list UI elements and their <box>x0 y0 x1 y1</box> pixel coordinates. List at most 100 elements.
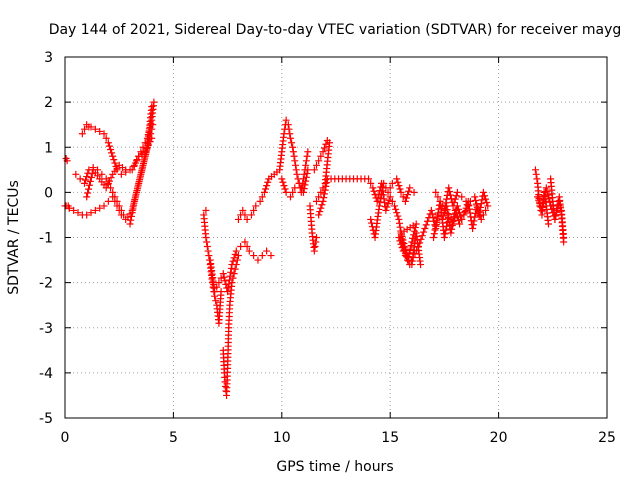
data-point <box>217 288 225 296</box>
data-point <box>433 215 441 223</box>
data-point <box>203 238 211 246</box>
data-point <box>292 161 300 169</box>
data-point <box>137 170 145 178</box>
data-point <box>138 167 146 175</box>
data-point <box>136 174 144 182</box>
data-point <box>447 229 455 237</box>
data-point <box>315 211 323 219</box>
data-point <box>396 223 404 231</box>
data-point <box>411 250 419 258</box>
data-point <box>96 127 104 135</box>
data-point <box>481 192 489 200</box>
data-point <box>317 204 325 212</box>
data-point <box>477 200 485 208</box>
data-point <box>456 220 464 228</box>
data-point <box>74 209 82 217</box>
y-axis-label: SDTVAR / TECUs <box>6 180 22 295</box>
data-point <box>399 236 407 244</box>
data-point <box>446 187 454 195</box>
data-point <box>91 125 99 133</box>
data-point <box>302 161 310 169</box>
data-point <box>87 209 95 217</box>
data-point <box>394 178 402 186</box>
data-point <box>289 148 297 156</box>
x-tick-label: 20 <box>490 430 508 446</box>
data-point <box>458 215 466 223</box>
data-point <box>96 204 104 212</box>
data-point <box>263 247 271 255</box>
data-point <box>394 212 402 220</box>
data-point <box>243 243 251 251</box>
data-point <box>395 182 403 190</box>
data-point <box>471 213 479 221</box>
data-point <box>450 214 458 222</box>
data-point <box>288 139 296 147</box>
data-point <box>402 194 410 202</box>
data-point <box>471 193 479 201</box>
data-point <box>312 238 320 246</box>
data-point <box>545 195 553 203</box>
data-point <box>128 166 136 174</box>
data-point <box>147 130 155 138</box>
data-point <box>229 257 237 265</box>
data-point <box>540 188 548 196</box>
axes: 0 5 10 15 20 25 -5 -4 -3 -2 -1 0 1 2 3 <box>39 50 616 446</box>
data-point <box>471 209 479 217</box>
data-point <box>409 253 417 261</box>
data-point <box>258 252 266 260</box>
x-tick-label: 5 <box>169 430 178 446</box>
data-point <box>213 283 221 291</box>
data-point <box>129 203 137 211</box>
data-points <box>61 98 568 399</box>
data-point <box>91 206 99 214</box>
data-point <box>378 187 386 195</box>
data-point <box>320 194 328 202</box>
data-point <box>104 180 112 188</box>
data-point <box>432 218 440 226</box>
data-point <box>442 226 450 234</box>
data-point <box>461 208 469 216</box>
data-point <box>535 196 543 204</box>
data-point <box>303 170 311 178</box>
data-point <box>310 247 318 255</box>
data-point <box>382 206 390 214</box>
data-point <box>279 178 287 186</box>
data-point <box>413 246 421 254</box>
data-point <box>449 218 457 226</box>
data-point <box>479 211 487 219</box>
y-tick-label: 2 <box>44 95 53 111</box>
data-point <box>384 188 392 196</box>
data-point <box>84 189 92 197</box>
data-point <box>143 144 151 152</box>
y-tick-label: -2 <box>39 276 53 292</box>
data-point <box>395 215 403 223</box>
data-point <box>65 204 73 212</box>
data-point <box>465 205 473 213</box>
data-point <box>133 156 141 164</box>
data-point <box>367 215 375 223</box>
data-point <box>300 185 308 193</box>
y-tick-label: 0 <box>44 185 53 201</box>
data-point <box>231 250 239 258</box>
data-point <box>139 163 147 171</box>
data-point <box>302 177 310 185</box>
data-point <box>267 252 275 260</box>
data-point <box>105 177 113 185</box>
data-point <box>81 125 89 133</box>
data-point <box>203 243 211 251</box>
data-point <box>406 245 414 253</box>
data-point <box>548 205 556 213</box>
data-point <box>441 230 449 238</box>
data-point <box>139 159 147 167</box>
data-point <box>134 181 142 189</box>
data-point <box>87 174 95 182</box>
data-point <box>224 288 232 296</box>
data-point <box>432 188 440 196</box>
data-point <box>546 198 554 206</box>
data-point <box>148 134 156 142</box>
data-point <box>315 193 323 201</box>
data-point <box>278 175 286 183</box>
data-point <box>552 212 560 220</box>
data-point <box>484 202 492 210</box>
data-point <box>104 197 112 205</box>
